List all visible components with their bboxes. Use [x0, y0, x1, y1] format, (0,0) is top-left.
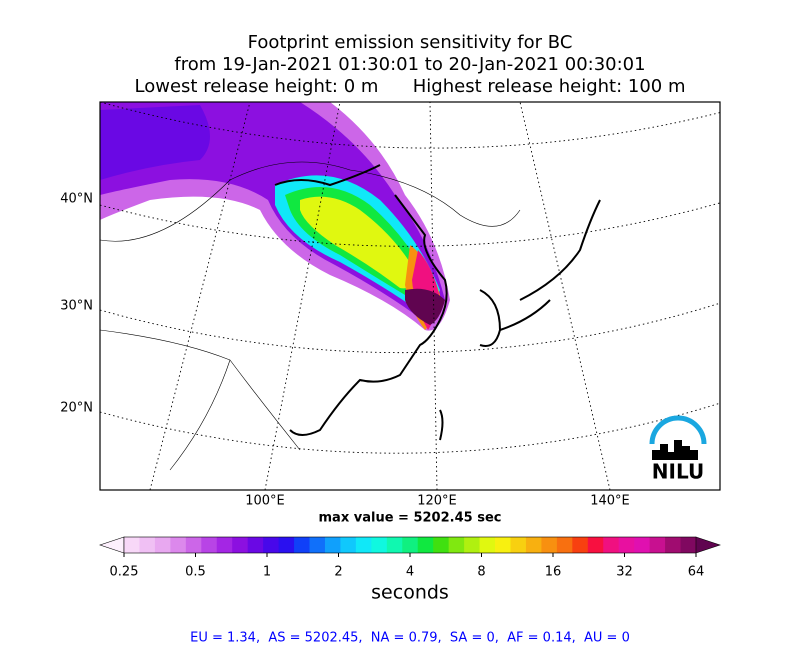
- colorbar-segment: [216, 537, 233, 553]
- colorbar-segment: [201, 537, 218, 553]
- colorbar-segment: [634, 537, 651, 553]
- lon-label: 120°E: [417, 494, 457, 509]
- colorbar-segment: [324, 537, 341, 553]
- colorbar-tick-label: 2: [334, 565, 342, 580]
- colorbar-segment: [448, 537, 465, 553]
- colorbar-segment: [495, 537, 511, 553]
- colorbar-segment: [433, 537, 450, 553]
- colorbar-segment: [665, 537, 682, 553]
- colorbar-segment: [417, 537, 434, 553]
- colorbar-segment: [464, 537, 481, 553]
- plume: [100, 102, 450, 331]
- colorbar-segment: [680, 537, 697, 553]
- lat-label: 30°N: [60, 299, 93, 314]
- coastline: [274, 164, 601, 441]
- logo-text: NILU: [652, 460, 704, 484]
- colorbar-segment: [185, 537, 202, 553]
- colorbar-segment: [587, 537, 604, 553]
- colorbar: 0.25 0.5 1 2 4 8 16 32 64: [99, 536, 721, 580]
- map-area: NILU: [100, 102, 720, 490]
- colorbar-tick-label: 4: [406, 565, 414, 580]
- colorbar-segment: [154, 537, 171, 553]
- colorbar-segment: [479, 537, 496, 553]
- colorbar-segment: [263, 537, 280, 553]
- max-value: max value = 5202.45 sec: [319, 511, 502, 526]
- colorbar-segment: [232, 537, 249, 553]
- title-line: from 19-Jan-2021 01:30:01 to 20-Jan-2021…: [174, 54, 645, 75]
- colorbar-segment: [525, 537, 542, 553]
- colorbar-segment: [247, 537, 264, 553]
- logo: NILU: [649, 415, 707, 484]
- colorbar-segment: [371, 537, 388, 553]
- colorbar-tick-label: 0.25: [110, 565, 139, 580]
- title-line: Footprint emission sensitivity for BC: [248, 32, 573, 53]
- colorbar-segment: [510, 537, 527, 553]
- colorbar-segment: [556, 537, 573, 553]
- colorbar-extend-low: [99, 536, 125, 554]
- colorbar-tick-label: 8: [477, 565, 485, 580]
- colorbar-segment: [386, 537, 403, 553]
- colorbar-segment: [355, 537, 372, 553]
- colorbar-segment: [340, 537, 357, 553]
- colorbar-tick-label: 0.5: [185, 565, 206, 580]
- lat-label: 40°N: [60, 192, 93, 207]
- colorbar-label: seconds: [371, 582, 449, 604]
- colorbar-segment: [278, 537, 295, 553]
- colorbar-segment: [402, 537, 419, 553]
- region-stats: EU = 1.34, AS = 5202.45, NA = 0.79, SA =…: [190, 631, 630, 646]
- colorbar-tick-label: 16: [545, 565, 562, 580]
- colorbar-segment: [124, 537, 140, 553]
- map-frame: [99, 101, 721, 491]
- colorbar-segment: [541, 537, 558, 553]
- colorbar-segment: [649, 537, 666, 553]
- colorbar-segment: [294, 537, 311, 553]
- colorbar-tick-label: 32: [616, 565, 633, 580]
- lon-label: 140°E: [590, 494, 630, 509]
- lon-label: 100°E: [245, 494, 285, 509]
- colorbar-extend-high: [695, 536, 721, 554]
- colorbar-segment: [139, 537, 156, 553]
- colorbar-segment: [618, 537, 635, 553]
- colorbar-tick-label: 64: [688, 565, 705, 580]
- colorbar-segment: [603, 537, 620, 553]
- graticule: [100, 102, 720, 490]
- colorbar-tick-label: 1: [263, 565, 271, 580]
- colorbar-segment: [309, 537, 326, 553]
- colorbar-segment: [572, 537, 589, 553]
- colorbar-segment: [170, 537, 187, 553]
- title-line: Lowest release height: 0 m Highest relea…: [135, 76, 686, 97]
- lat-label: 20°N: [60, 401, 93, 416]
- borders: [100, 161, 521, 471]
